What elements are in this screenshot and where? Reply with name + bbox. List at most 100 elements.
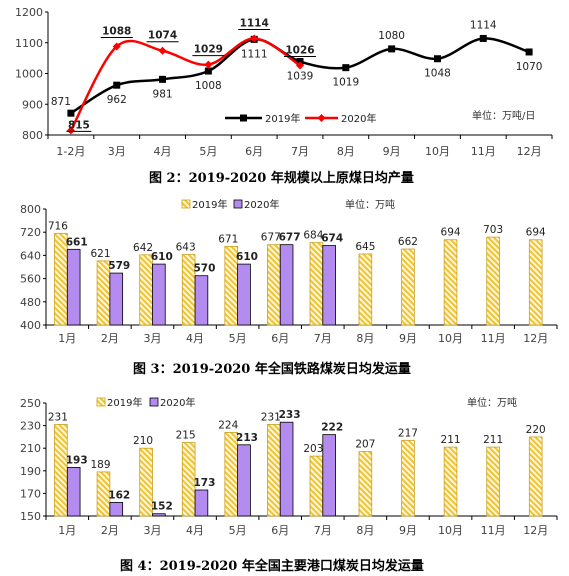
- bar-2019: [181, 442, 196, 517]
- data-label-2019: 643: [176, 242, 196, 254]
- data-label-2019: 703: [483, 224, 503, 236]
- bar-2020: [322, 434, 336, 517]
- bar-2020: [66, 248, 81, 326]
- x-tick-label: 5月: [199, 145, 217, 158]
- bar-2020: [109, 502, 124, 517]
- data-label-2020: 815: [68, 119, 90, 131]
- data-point-2020: [204, 60, 213, 69]
- x-tick-label: 11月: [471, 145, 496, 158]
- y-tick-label: 900: [22, 98, 43, 111]
- bar-2019: [309, 242, 324, 326]
- chart-2-unit: 单位：万吨: [345, 198, 395, 211]
- legend-2019-label: 2019年: [107, 396, 142, 409]
- chart-rail-coal-daily-shipment: 400 480 560 640 720 800 1月 2月 3月 4月 5月 6月 7月 8月 9月 10月 1…: [20, 198, 558, 377]
- data-label-2020: 674: [321, 233, 343, 245]
- x-tick-label: 5月: [229, 524, 247, 537]
- data-label-2019: 220: [526, 424, 546, 436]
- legend-3: 2019年 2020年: [96, 396, 195, 409]
- data-label-2019: 962: [107, 94, 127, 106]
- bar-2020: [322, 245, 336, 326]
- x-tick-label: 1月: [58, 332, 76, 345]
- data-label-2020: 1029: [194, 44, 223, 56]
- data-label-2020: 233: [279, 409, 301, 421]
- x-tick-label: 6月: [271, 524, 289, 537]
- bar-2019: [358, 253, 373, 326]
- x-tick-label: 1月: [58, 524, 76, 537]
- bar-2019: [139, 254, 153, 326]
- data-point-2019: [433, 55, 441, 63]
- y-tick-label: 480: [20, 296, 41, 309]
- data-label-2019: 645: [355, 241, 375, 253]
- bar-2019: [358, 451, 373, 517]
- x-tick-label: 3月: [143, 332, 161, 345]
- x-tick-label: 3月: [143, 524, 161, 537]
- y-tick-label: 210: [20, 442, 41, 455]
- x-tick-label: 10月: [425, 145, 450, 158]
- bar-2020: [152, 513, 166, 517]
- bar-2020: [279, 421, 294, 517]
- x-tick-label: 9月: [383, 145, 401, 158]
- data-label-2019: 224: [218, 419, 238, 431]
- data-point-2020: [158, 46, 167, 55]
- legend-2019-swatch: [96, 397, 106, 407]
- y-tick-label: 800: [20, 203, 41, 216]
- plot-area-1: 800 900 1000 1100 1200 1-2月 3月 4月 5月 6月 7月 8月 9月 10月 1…: [15, 6, 553, 158]
- legend-2019-swatch: [181, 199, 191, 209]
- plot-area-3: 150 170 190 210 230 250 1月 2月 3月 4月 5月 6月 7月 8月 9月 10月 1…: [20, 397, 558, 537]
- data-label-2019: 694: [526, 227, 546, 239]
- x-tick-label: 1-2月: [56, 145, 85, 158]
- bar-2020: [194, 275, 209, 326]
- y-tick-label: 400: [20, 319, 41, 332]
- legend-2019-label: 2019年: [265, 112, 300, 125]
- y-tick-label: 1000: [15, 68, 43, 81]
- data-label-2019: 231: [261, 411, 281, 423]
- chart-1-title: 图 2：2019-2020 年规模以上原煤日均产量: [149, 170, 414, 186]
- data-point-2019: [67, 109, 75, 117]
- x-tick-label: 11月: [481, 524, 506, 537]
- bar-2019: [443, 239, 458, 326]
- x-tick-label: 9月: [399, 524, 417, 537]
- data-label-2020: 1114: [240, 17, 269, 29]
- data-point-2019: [342, 64, 350, 72]
- bar-2020: [279, 244, 294, 326]
- y-tick-label: 230: [20, 420, 41, 433]
- data-label-2020: 1074: [148, 30, 177, 42]
- x-tick-label: 9月: [399, 332, 417, 345]
- y-tick-label: 170: [20, 487, 41, 500]
- bar-2020: [66, 467, 81, 517]
- data-label-2019: 1114: [470, 19, 497, 31]
- x-tick-label: 6月: [245, 145, 263, 158]
- data-point-2020: [112, 42, 121, 51]
- data-label-2020: 162: [108, 489, 130, 501]
- data-label-2019: 231: [48, 411, 68, 423]
- data-label-2019: 621: [90, 248, 110, 260]
- x-tick-label: 8月: [356, 524, 374, 537]
- data-point-2019: [159, 75, 167, 83]
- y-tick-label: 150: [20, 510, 41, 523]
- x-tick-label: 7月: [314, 524, 332, 537]
- data-label-2019: 210: [133, 435, 153, 447]
- bar-2019: [54, 424, 68, 517]
- data-label-2019: 1111: [241, 48, 268, 60]
- bar-2019: [224, 431, 239, 517]
- data-label-2019: 1080: [378, 30, 405, 42]
- data-label-2020: 661: [66, 236, 88, 248]
- x-tick-label: 7月: [314, 332, 332, 345]
- y-tick-label: 1200: [15, 6, 43, 19]
- bar-2019: [139, 447, 153, 517]
- x-tick-label: 2月: [101, 332, 119, 345]
- legend-2: 2019年 2020年: [181, 198, 279, 211]
- data-label-2019: 1048: [424, 68, 451, 80]
- data-label-2019: 1039: [287, 71, 314, 83]
- bar-2019: [309, 455, 324, 517]
- data-label-2019: 207: [355, 439, 375, 451]
- legend-1: 2019年 2020年: [225, 112, 376, 125]
- bar-2019: [401, 248, 415, 326]
- y-tick-label: 1100: [15, 37, 43, 50]
- data-label-2019: 1008: [195, 80, 222, 92]
- y-tick-label: 720: [20, 226, 41, 239]
- x-tick-label: 6月: [271, 332, 289, 345]
- bar-2020: [109, 272, 124, 326]
- chart-2-title: 图 3：2019-2020 年全国铁路煤炭日均发运量: [133, 361, 411, 377]
- x-tick-label: 3月: [108, 145, 126, 158]
